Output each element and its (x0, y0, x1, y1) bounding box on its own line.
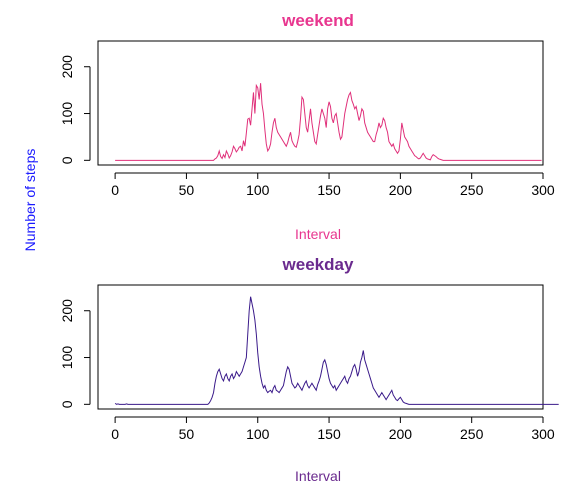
x-tick-label: 150 (317, 182, 341, 198)
x-tick-label: 150 (317, 426, 341, 442)
y-tick-label: 100 (59, 102, 75, 126)
x-tick-label: 50 (179, 182, 195, 198)
x-axis-title-weekend: Interval (295, 226, 341, 242)
y-axis-title: Number of steps (22, 149, 38, 252)
x-tick-label: 250 (460, 426, 484, 442)
x-tick-label: 200 (389, 426, 413, 442)
y-tick-label: 200 (59, 55, 75, 79)
x-tick-label: 0 (111, 426, 119, 442)
y-tick-label: 100 (59, 346, 75, 370)
x-tick-label: 50 (179, 426, 195, 442)
plot-frame-weekday (97, 284, 544, 410)
y-axis-weekend: 0 100 200 (59, 55, 91, 164)
y-tick-label: 0 (59, 156, 75, 164)
x-tick-label: 0 (111, 182, 119, 198)
x-tick-label: 100 (246, 182, 270, 198)
x-axis-title-weekday: Interval (295, 468, 341, 484)
plot-frame-weekend (97, 40, 544, 166)
x-tick-label: 300 (531, 426, 555, 442)
y-tick-label: 200 (59, 299, 75, 323)
panel-weekday: weekday 0 50 100 150 200 250 300 0 100 200 Inter… (59, 255, 559, 484)
y-axis-weekday: 0 100 200 (59, 299, 91, 408)
x-tick-label: 100 (246, 426, 270, 442)
series-line-weekday (114, 296, 559, 405)
x-tick-label: 250 (460, 182, 484, 198)
x-axis-weekday: 0 50 100 150 200 250 300 (111, 416, 555, 442)
panel-weekend: weekend 0 50 100 150 200 250 300 0 100 200 Inter… (59, 11, 555, 242)
x-axis-weekend: 0 50 100 150 200 250 300 (111, 172, 555, 198)
y-tick-label: 0 (59, 400, 75, 408)
panel-title-weekday: weekday (282, 255, 354, 274)
x-tick-label: 300 (531, 182, 555, 198)
series-line-weekend (115, 83, 542, 161)
x-tick-label: 200 (389, 182, 413, 198)
panel-title-weekend: weekend (281, 11, 354, 30)
